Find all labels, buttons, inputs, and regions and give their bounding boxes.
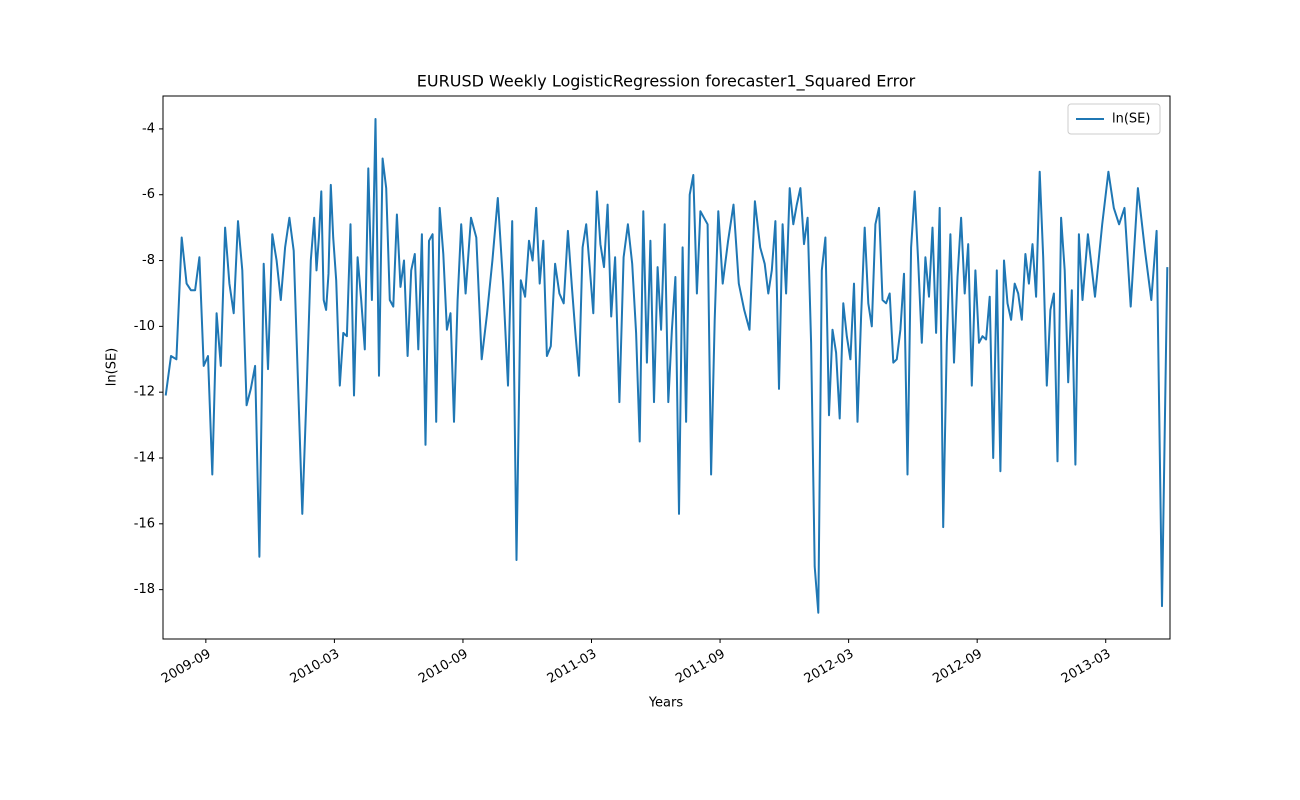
plot-frame bbox=[162, 95, 1171, 640]
y-tick-label: -8 bbox=[142, 253, 155, 268]
legend-box bbox=[1067, 103, 1161, 135]
y-tick-label: -12 bbox=[134, 385, 155, 400]
data-line bbox=[164, 118, 1169, 614]
y-tick-label: -14 bbox=[134, 451, 155, 466]
chart-title: EURUSD Weekly LogisticRegression forecas… bbox=[417, 72, 916, 92]
y-tick-label: -4 bbox=[142, 121, 155, 136]
y-tick-label: -16 bbox=[134, 516, 155, 531]
x-axis-label: Years bbox=[648, 696, 684, 711]
y-tick-label: -6 bbox=[142, 187, 155, 202]
legend-label: ln(SE) bbox=[1112, 112, 1150, 127]
y-tick-label: -18 bbox=[134, 582, 155, 597]
y-axis-label: ln(SE) bbox=[105, 348, 120, 386]
y-tick-label: -10 bbox=[134, 319, 155, 334]
